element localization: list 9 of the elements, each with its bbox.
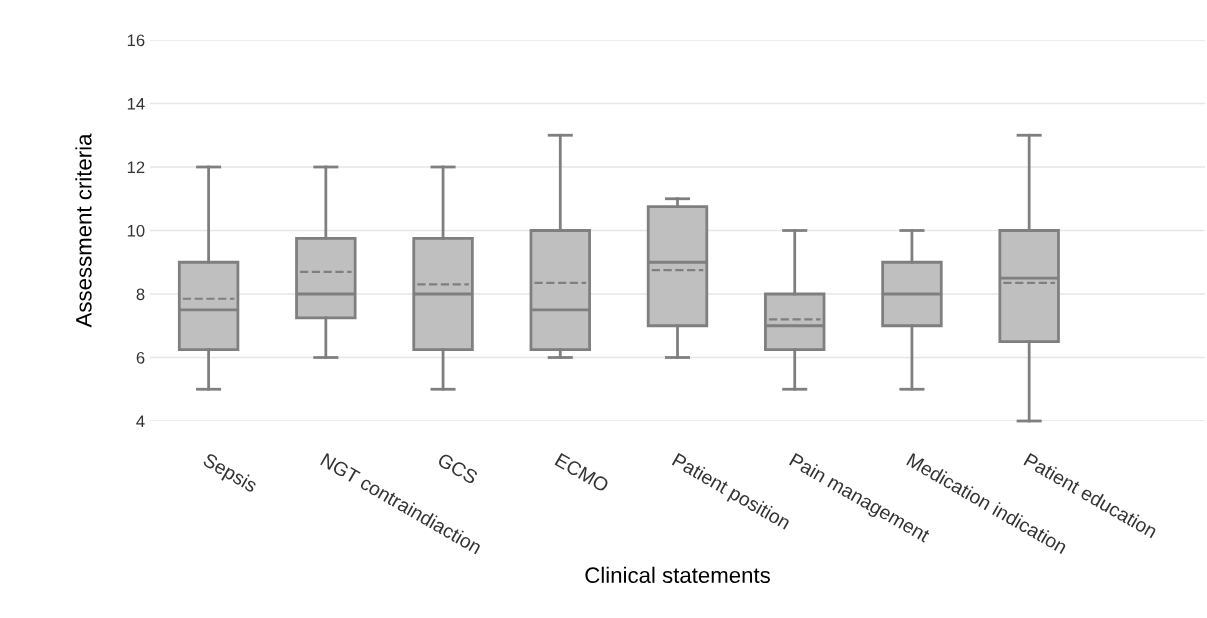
y-tick-label: 12 <box>127 161 145 174</box>
y-tick-label: 10 <box>127 224 145 237</box>
y-tick-label: 14 <box>127 98 145 110</box>
y-tick-label: 6 <box>136 351 145 364</box>
y-tick-label: 16 <box>127 34 145 47</box>
y-tick-label: 8 <box>136 288 145 301</box>
y-axis-title: Assessment criteria <box>75 133 92 328</box>
y-tick-label: 4 <box>136 415 145 428</box>
x-axis-title: Clinical statements <box>585 566 770 584</box>
